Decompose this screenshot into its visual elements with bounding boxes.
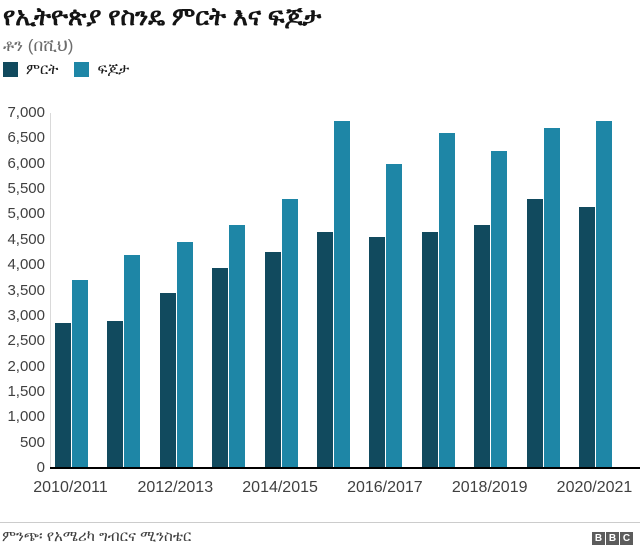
y-tick-label: 5,500 [7, 180, 45, 198]
consumption-bar [543, 128, 560, 468]
source-text: ምንጭ፡ የአሜሪካ ግብርና ሚንስቴር [2, 528, 192, 545]
y-tick-label: 3,500 [7, 281, 45, 299]
x-tick-label: 2018/2019 [451, 479, 528, 496]
consumption-color-swatch [74, 62, 90, 77]
x-tick-label: 2020/2021 [556, 479, 633, 496]
legend: ምርት ፍጆታ [3, 61, 129, 78]
production-bar [526, 199, 543, 468]
bar-group-2010/2011 [55, 280, 88, 468]
bar-group-2019/2020 [526, 128, 560, 468]
bar-group-2015/2016 [317, 120, 350, 468]
y-tick-label: 4,000 [7, 256, 45, 274]
x-tick-label: 2014/2015 [242, 479, 318, 496]
consumption-bar [72, 280, 88, 468]
legend-item-consumption: ፍጆታ [74, 61, 129, 78]
x-tick-label: 2010/2011 [33, 479, 108, 496]
production-bar [264, 252, 281, 468]
consumption-bar [386, 163, 403, 468]
legend-label-consumption: ፍጆታ [97, 61, 130, 78]
plot-area [50, 113, 640, 468]
production-bar [369, 237, 386, 468]
x-tick-label: 2012/2013 [137, 479, 214, 496]
bbc-logo-letter: B [592, 532, 605, 545]
y-tick-label: 1,500 [7, 382, 45, 400]
bbc-logo-letter: B [606, 532, 619, 545]
chart-unit-label: ቶን (በሺህ) [3, 36, 74, 55]
production-bar [421, 232, 438, 468]
production-bar [474, 224, 491, 468]
production-bar [579, 206, 595, 468]
bar-group-2011/2012 [107, 255, 141, 468]
y-tick-label: 6,000 [7, 154, 45, 172]
production-bar [55, 323, 71, 468]
consumption-bar [229, 224, 246, 468]
bar-group-2014/2015 [264, 199, 298, 468]
production-bar [317, 232, 333, 468]
consumption-bar [281, 199, 298, 468]
consumption-bar [334, 120, 350, 468]
y-tick-label: 0 [36, 459, 45, 476]
production-bar [159, 293, 176, 468]
footer-divider [0, 522, 640, 523]
y-tick-label: 1,000 [7, 408, 45, 426]
y-tick-label: 7,000 [7, 104, 45, 121]
y-tick-label: 6,500 [7, 129, 45, 147]
consumption-bar [596, 120, 612, 468]
legend-label-production: ምርት [26, 61, 59, 78]
consumption-bar [491, 151, 508, 468]
chart-title: የኢትዮጵያ የስንዴ ምርት እና ፍጆታ [3, 3, 322, 31]
consumption-bar [438, 133, 455, 468]
bbc-logo-letter: C [620, 532, 633, 545]
y-tick-label: 5,000 [7, 205, 45, 223]
x-tick-label: 2016/2017 [347, 479, 423, 496]
production-bar [107, 320, 124, 468]
bar-group-2016/2017 [369, 163, 403, 468]
production-color-swatch [3, 62, 18, 77]
bar-group-2013/2014 [212, 224, 246, 468]
consumption-bar [176, 242, 193, 468]
legend-item-production: ምርት [3, 61, 58, 78]
y-tick-label: 500 [19, 433, 45, 451]
production-bar [212, 267, 229, 468]
consumption-bar [124, 255, 141, 468]
x-axis-line [50, 467, 640, 469]
bar-group-2018/2019 [474, 151, 508, 468]
bar-group-2017/2018 [421, 133, 455, 468]
y-tick-label: 3,000 [7, 306, 45, 324]
y-tick-label: 2,000 [7, 357, 45, 375]
bar-group-2020/2021 [579, 120, 612, 468]
y-tick-label: 4,500 [7, 230, 45, 248]
bar-group-2012/2013 [159, 242, 193, 468]
y-tick-label: 2,500 [7, 332, 45, 350]
